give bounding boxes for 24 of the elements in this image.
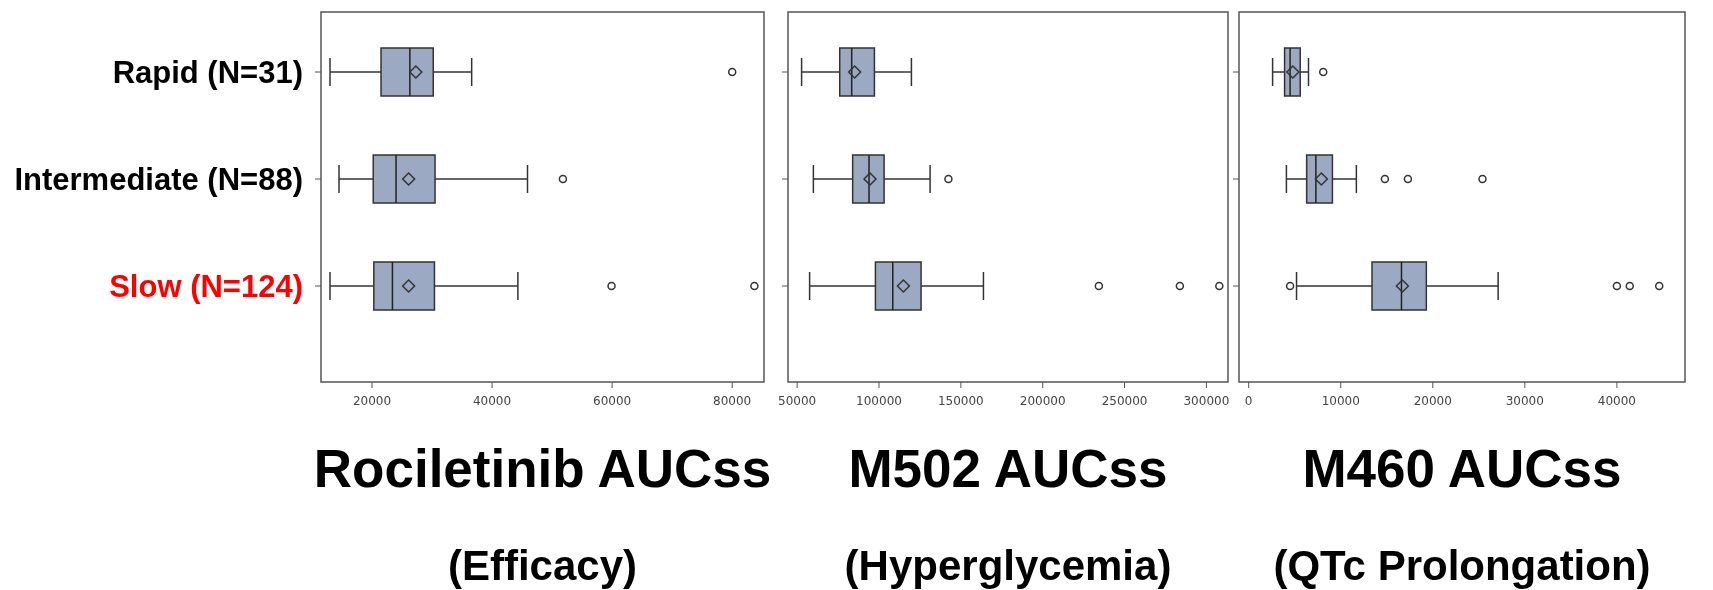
y-tick-label: Rapid (N=31) xyxy=(112,55,303,90)
x-tick-label: 300000 xyxy=(1183,394,1230,408)
x-tick-label: 150000 xyxy=(937,394,984,408)
x-tick-label: 40000 xyxy=(472,394,512,408)
x-tick-label: 10000 xyxy=(1321,394,1360,408)
x-tick-label: 0 xyxy=(1244,394,1253,408)
x-tick-label: 250000 xyxy=(1101,394,1148,408)
x-tick-label: 20000 xyxy=(1413,394,1452,408)
x-tick-label: 200000 xyxy=(1019,394,1066,408)
x-tick-label: 40000 xyxy=(1597,394,1636,408)
x-tick-label: 30000 xyxy=(1505,394,1544,408)
y-tick-label: Slow (N=124) xyxy=(109,269,303,304)
x-tick-label: 60000 xyxy=(593,394,632,408)
y-tick-label: Intermediate (N=88) xyxy=(14,162,303,197)
x-tick-label: 80000 xyxy=(713,394,752,408)
x-tick-label: 100000 xyxy=(856,394,902,408)
text: M460 AUCss xyxy=(1302,439,1622,498)
x-tick-label: 50000 xyxy=(778,394,817,408)
text: (QTc Prolongation) xyxy=(1273,542,1651,589)
text: Rociletinib AUCss xyxy=(313,439,772,498)
text: M502 AUCss xyxy=(848,439,1168,498)
text: (Hyperglycemia) xyxy=(844,542,1172,589)
text: (Efficacy) xyxy=(447,542,638,589)
x-tick-label: 20000 xyxy=(352,394,392,408)
